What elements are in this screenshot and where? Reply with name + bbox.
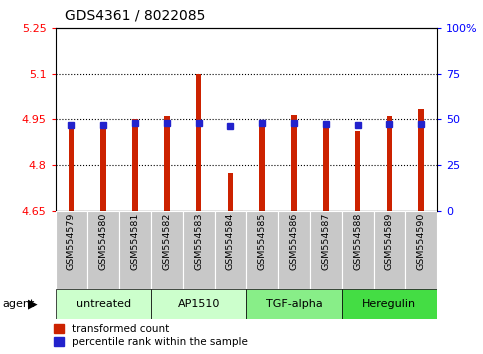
Bar xyxy=(386,115,392,211)
Bar xyxy=(151,211,183,289)
Bar xyxy=(323,124,329,211)
Bar xyxy=(246,289,342,319)
Bar xyxy=(183,211,214,289)
Text: Heregulin: Heregulin xyxy=(362,298,416,309)
Text: GSM554581: GSM554581 xyxy=(130,213,140,270)
Bar xyxy=(310,211,342,289)
Text: TGF-alpha: TGF-alpha xyxy=(266,298,322,309)
Text: GSM554590: GSM554590 xyxy=(417,213,426,270)
Text: AP1510: AP1510 xyxy=(177,298,220,309)
Text: GSM554579: GSM554579 xyxy=(67,213,76,270)
Bar xyxy=(196,74,201,211)
Text: GSM554587: GSM554587 xyxy=(321,213,330,270)
Text: GSM554585: GSM554585 xyxy=(258,213,267,270)
Bar xyxy=(214,211,246,289)
Bar xyxy=(56,211,87,289)
Bar xyxy=(342,289,437,319)
Text: GSM554583: GSM554583 xyxy=(194,213,203,270)
Bar xyxy=(355,131,360,211)
Bar xyxy=(100,129,106,211)
Text: GSM554582: GSM554582 xyxy=(162,213,171,270)
Bar xyxy=(291,115,297,211)
Text: agent: agent xyxy=(2,298,35,309)
Bar xyxy=(227,173,233,211)
Text: GSM554588: GSM554588 xyxy=(353,213,362,270)
Bar xyxy=(278,211,310,289)
Text: ▶: ▶ xyxy=(28,297,38,310)
Bar xyxy=(246,211,278,289)
Bar xyxy=(69,126,74,211)
Text: GSM554589: GSM554589 xyxy=(385,213,394,270)
Text: GDS4361 / 8022085: GDS4361 / 8022085 xyxy=(65,9,206,23)
Bar xyxy=(151,289,246,319)
Legend: transformed count, percentile rank within the sample: transformed count, percentile rank withi… xyxy=(54,324,248,347)
Text: untreated: untreated xyxy=(76,298,131,309)
Bar xyxy=(119,211,151,289)
Bar xyxy=(56,289,151,319)
Bar xyxy=(259,122,265,211)
Text: GSM554580: GSM554580 xyxy=(99,213,108,270)
Bar xyxy=(132,119,138,211)
Bar xyxy=(405,211,437,289)
Bar xyxy=(87,211,119,289)
Bar xyxy=(164,115,170,211)
Text: GSM554586: GSM554586 xyxy=(289,213,298,270)
Bar xyxy=(342,211,373,289)
Bar xyxy=(373,211,405,289)
Text: GSM554584: GSM554584 xyxy=(226,213,235,270)
Bar xyxy=(418,109,424,211)
